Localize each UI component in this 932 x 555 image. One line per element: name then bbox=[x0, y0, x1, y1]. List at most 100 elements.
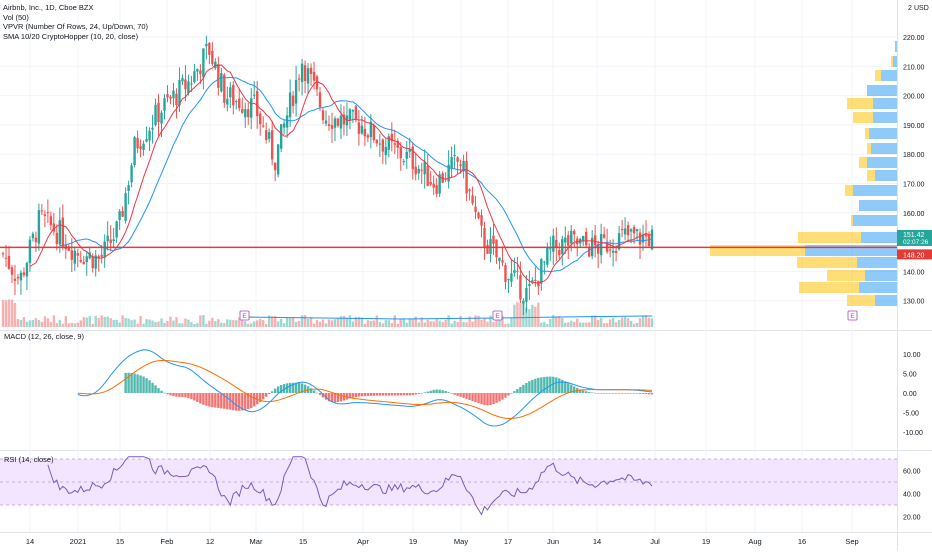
macd-histogram-bar bbox=[623, 392, 627, 394]
indicator-sma[interactable]: SMA 10/20 CryptoHopper (10, 20, close) bbox=[3, 31, 139, 41]
indicator-volume[interactable]: Vol (50) bbox=[3, 12, 29, 22]
candle-body bbox=[270, 130, 274, 160]
macd-histogram-bar bbox=[561, 379, 564, 393]
candle-body bbox=[336, 118, 340, 126]
volume-bar bbox=[4, 300, 8, 327]
candle-body bbox=[534, 279, 537, 281]
macd-histogram-bar bbox=[321, 393, 325, 398]
volume-bar bbox=[241, 320, 244, 327]
macd-histogram-bar bbox=[235, 393, 238, 411]
candle-body bbox=[483, 228, 486, 248]
macd-histogram-bar bbox=[480, 393, 483, 405]
macd-histogram-bar bbox=[620, 392, 624, 394]
volume-bar bbox=[172, 320, 175, 327]
price-tick-label: 130.00 bbox=[903, 299, 925, 306]
earnings-marker[interactable] bbox=[239, 310, 250, 321]
candle-body bbox=[375, 139, 379, 144]
volume-bar bbox=[513, 304, 516, 327]
volume-bar bbox=[121, 315, 124, 327]
volume-bar bbox=[534, 306, 537, 327]
macd-histogram-bar bbox=[534, 378, 537, 393]
candle-body bbox=[366, 135, 370, 138]
volume-profile-up-bar bbox=[873, 98, 897, 109]
candle-body bbox=[276, 144, 280, 175]
indicator-vpvr[interactable]: VPVR (Number Of Rows, 24, Up/Down, 70) bbox=[3, 22, 149, 31]
macd-histogram-bar bbox=[309, 388, 313, 393]
volume-bar bbox=[438, 320, 441, 327]
macd-histogram-bar bbox=[157, 388, 160, 393]
candle-body bbox=[438, 174, 441, 194]
volume-bar bbox=[333, 319, 337, 327]
candle-body bbox=[267, 132, 271, 139]
macd-histogram-bar bbox=[516, 388, 519, 393]
volume-bar bbox=[273, 316, 277, 327]
volume-bar bbox=[435, 319, 438, 327]
candle-body bbox=[199, 70, 202, 75]
volume-bar bbox=[635, 322, 639, 327]
macd-histogram-bar bbox=[348, 393, 352, 399]
volume-bar bbox=[483, 318, 486, 327]
volume-bar bbox=[360, 317, 364, 327]
price-tick-label: 170.00 bbox=[903, 182, 925, 189]
macd-histogram-bar bbox=[279, 384, 283, 393]
volume-bar bbox=[504, 323, 507, 327]
candle-body bbox=[112, 239, 115, 241]
candle-body bbox=[617, 233, 621, 250]
macd-histogram-bar bbox=[288, 382, 292, 393]
volume-bar bbox=[309, 317, 313, 327]
candle-body bbox=[387, 136, 391, 150]
candle-body bbox=[408, 149, 411, 152]
volume-bar bbox=[459, 315, 462, 327]
earnings-marker[interactable] bbox=[492, 310, 503, 321]
volume-bar bbox=[285, 317, 289, 327]
volume-bar bbox=[471, 321, 474, 327]
volume-bar bbox=[142, 323, 145, 327]
volume-bar bbox=[306, 318, 310, 327]
candle-body bbox=[381, 139, 385, 152]
macd-histogram-bar bbox=[327, 393, 331, 402]
macd-histogram-bar bbox=[226, 393, 229, 410]
sma-slow-line bbox=[59, 76, 653, 273]
candle-body bbox=[312, 71, 316, 81]
earnings-marker[interactable] bbox=[847, 310, 858, 321]
candle-body bbox=[474, 206, 477, 212]
candle-body bbox=[513, 270, 516, 274]
volume-bar bbox=[357, 316, 361, 327]
macd-histogram-bar bbox=[172, 393, 175, 397]
candle-body bbox=[300, 63, 304, 82]
macd-histogram-bar bbox=[543, 376, 546, 393]
macd-label[interactable]: MACD (12, 26, close, 9) bbox=[4, 332, 85, 341]
candle-body bbox=[226, 98, 229, 105]
rsi-label[interactable]: RSI (14, close) bbox=[4, 455, 54, 464]
macd-histogram-bar bbox=[375, 393, 379, 396]
candle-body bbox=[58, 220, 62, 245]
macd-histogram-bar bbox=[270, 391, 274, 393]
candle-body bbox=[522, 300, 525, 304]
candle-body bbox=[70, 250, 73, 260]
volume-bar bbox=[608, 319, 612, 327]
candle-body bbox=[256, 91, 259, 117]
volume-bar bbox=[405, 322, 408, 327]
volume-bar bbox=[127, 318, 130, 327]
volume-bar bbox=[468, 316, 471, 327]
volume-bar bbox=[148, 319, 151, 327]
volume-profile-up-bar bbox=[869, 128, 897, 139]
candle-body bbox=[19, 272, 23, 281]
candle-body bbox=[190, 83, 193, 85]
candle-body bbox=[611, 250, 615, 253]
macd-histogram-bar bbox=[417, 393, 420, 394]
macd-histogram-bar bbox=[145, 378, 148, 393]
candle-body bbox=[25, 262, 29, 277]
candle-body bbox=[94, 255, 97, 269]
candle-body bbox=[118, 211, 121, 220]
candle-body bbox=[564, 237, 567, 243]
macd-histogram-bar bbox=[354, 393, 358, 398]
volume-bar bbox=[1, 300, 5, 327]
time-axis-label: 17 bbox=[504, 537, 512, 546]
macd-histogram-bar bbox=[372, 393, 376, 396]
volume-bar bbox=[366, 320, 370, 327]
candle-body bbox=[40, 210, 44, 212]
macd-histogram-bar bbox=[136, 374, 139, 393]
